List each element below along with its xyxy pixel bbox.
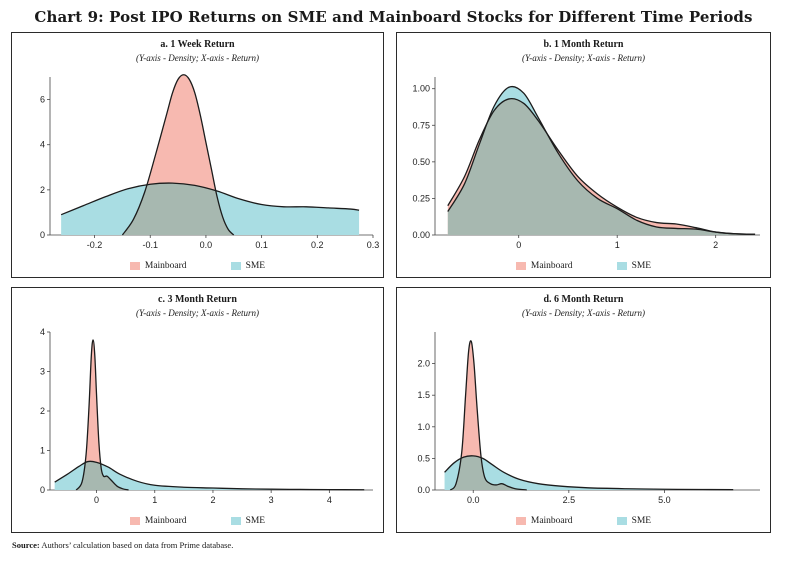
panel-title: a. 1 Week Return <box>160 39 235 50</box>
panel-title: d. 6 Month Return <box>543 294 624 305</box>
y-tick-label: 1.0 <box>417 422 430 432</box>
legend-label: SME <box>245 516 266 526</box>
legend-label: SME <box>631 516 652 526</box>
mainboard-density-area <box>76 339 129 490</box>
y-tick-label: 0.75 <box>412 120 430 130</box>
legend-item-sme: SME <box>616 516 652 526</box>
density-plot: 0 1 2 0.00 0.25 0.50 0.75 1.00 <box>412 77 760 250</box>
chart-main-title: Chart 9: Post IPO Returns on SME and Mai… <box>34 8 753 26</box>
mainboard-density-line <box>75 339 129 491</box>
panel-1-month-return: b. 1 Month Return (Y-axis - Density; X-a… <box>396 32 771 278</box>
legend-label: Mainboard <box>144 516 187 526</box>
x-tick-label: 0.3 <box>367 240 380 250</box>
panel-title: b. 1 Month Return <box>543 39 624 50</box>
x-tick-label: 2 <box>713 240 718 250</box>
x-tick-label: 0.2 <box>311 240 324 250</box>
x-tick-label: 3 <box>269 495 274 505</box>
density-plot: 0 1 2 3 4 0 1 2 3 4 <box>40 327 373 505</box>
legend-item-sme: SME <box>616 261 652 271</box>
sme-density-line <box>60 182 360 216</box>
density-plot: -0.2 -0.1 0.0 0.1 0.2 0.3 0 2 4 6 <box>40 74 380 250</box>
mainboard-density-area <box>450 340 527 490</box>
y-tick-label: 0.5 <box>417 453 430 463</box>
panel-subtitle: (Y-axis - Density; X-axis - Return) <box>135 53 260 63</box>
x-tick-label: -0.2 <box>87 240 103 250</box>
y-tick-label: 1 <box>40 446 45 456</box>
panel-subtitle: (Y-axis - Density; X-axis - Return) <box>135 308 260 318</box>
sme-density-line <box>444 455 734 491</box>
legend-item-sme: SME <box>230 516 266 526</box>
y-tick-label: 1.00 <box>412 84 430 94</box>
sme-density-line <box>54 460 365 491</box>
y-tick-label: 2 <box>40 185 45 195</box>
x-tick-label: -0.1 <box>142 240 158 250</box>
panel-3-month-return: c. 3 Month Return (Y-axis - Density; X-a… <box>11 287 384 533</box>
x-tick-label: 2.5 <box>563 495 576 505</box>
y-tick-label: 0.25 <box>412 193 430 203</box>
mainboard-density-line <box>449 340 527 491</box>
legend: Mainboard SME <box>397 516 770 526</box>
sme-density-line <box>447 85 756 235</box>
legend-label: SME <box>245 261 266 271</box>
y-tick-label: 0.50 <box>412 157 430 167</box>
sme-swatch <box>230 517 241 525</box>
x-tick-label: 0 <box>94 495 99 505</box>
y-tick-label: 4 <box>40 327 45 337</box>
legend: Mainboard SME <box>12 261 383 271</box>
y-tick-label: 2 <box>40 406 45 416</box>
panel-title: c. 3 Month Return <box>158 294 237 305</box>
x-tick-label: 1 <box>152 495 157 505</box>
panel-6-month-return: d. 6 Month Return (Y-axis - Density; X-a… <box>396 287 771 533</box>
source-label: Source: <box>12 540 40 550</box>
sme-swatch <box>616 262 627 270</box>
y-tick-label: 0 <box>40 230 45 240</box>
x-tick-label: 0.1 <box>255 240 268 250</box>
panel-subtitle: (Y-axis - Density; X-axis - Return) <box>521 53 646 63</box>
sme-swatch <box>230 262 241 270</box>
y-tick-label: 1.5 <box>417 390 430 400</box>
legend: Mainboard SME <box>397 261 770 271</box>
y-tick-label: 0 <box>40 485 45 495</box>
panel-1-week-return: a. 1 Week Return (Y-axis - Density; X-ax… <box>11 32 384 278</box>
x-tick-label: 1 <box>615 240 620 250</box>
x-tick-label: 5.0 <box>658 495 671 505</box>
legend: Mainboard SME <box>12 516 383 526</box>
source-text: Authors’ calculation based on data from … <box>41 540 234 550</box>
sme-density-area <box>444 455 734 490</box>
mainboard-density-line <box>121 74 235 236</box>
y-tick-label: 4 <box>40 140 45 150</box>
legend-label: Mainboard <box>530 261 573 271</box>
legend-label: Mainboard <box>144 261 187 271</box>
x-tick-label: 0 <box>516 240 521 250</box>
legend-item-sme: SME <box>230 261 266 271</box>
legend-item-mainboard: Mainboard <box>129 516 187 526</box>
mainboard-swatch <box>129 517 140 525</box>
x-tick-label: 2 <box>210 495 215 505</box>
mainboard-density-line <box>447 97 756 235</box>
mainboard-swatch <box>515 262 526 270</box>
legend-label: Mainboard <box>530 516 573 526</box>
legend-item-mainboard: Mainboard <box>515 516 573 526</box>
mainboard-swatch <box>515 517 526 525</box>
source-note: Source: Authors’ calculation based on da… <box>12 540 233 550</box>
panel-subtitle: (Y-axis - Density; X-axis - Return) <box>521 308 646 318</box>
y-tick-label: 0.0 <box>417 485 430 495</box>
y-tick-label: 2.0 <box>417 359 430 369</box>
mainboard-swatch <box>129 262 140 270</box>
x-tick-label: 0.0 <box>200 240 213 250</box>
x-tick-label: 0.0 <box>467 495 480 505</box>
density-plot: 0.0 2.5 5.0 0.0 0.5 1.0 1.5 2.0 <box>417 332 760 505</box>
overlap-density-area <box>122 183 234 235</box>
x-tick-label: 4 <box>327 495 332 505</box>
legend-item-mainboard: Mainboard <box>515 261 573 271</box>
legend-item-mainboard: Mainboard <box>129 261 187 271</box>
y-tick-label: 6 <box>40 95 45 105</box>
legend-label: SME <box>631 261 652 271</box>
y-tick-label: 3 <box>40 367 45 377</box>
y-tick-label: 0.00 <box>412 230 430 240</box>
sme-swatch <box>616 517 627 525</box>
sme-density-area <box>54 461 365 490</box>
overlap-density-area <box>447 98 756 235</box>
